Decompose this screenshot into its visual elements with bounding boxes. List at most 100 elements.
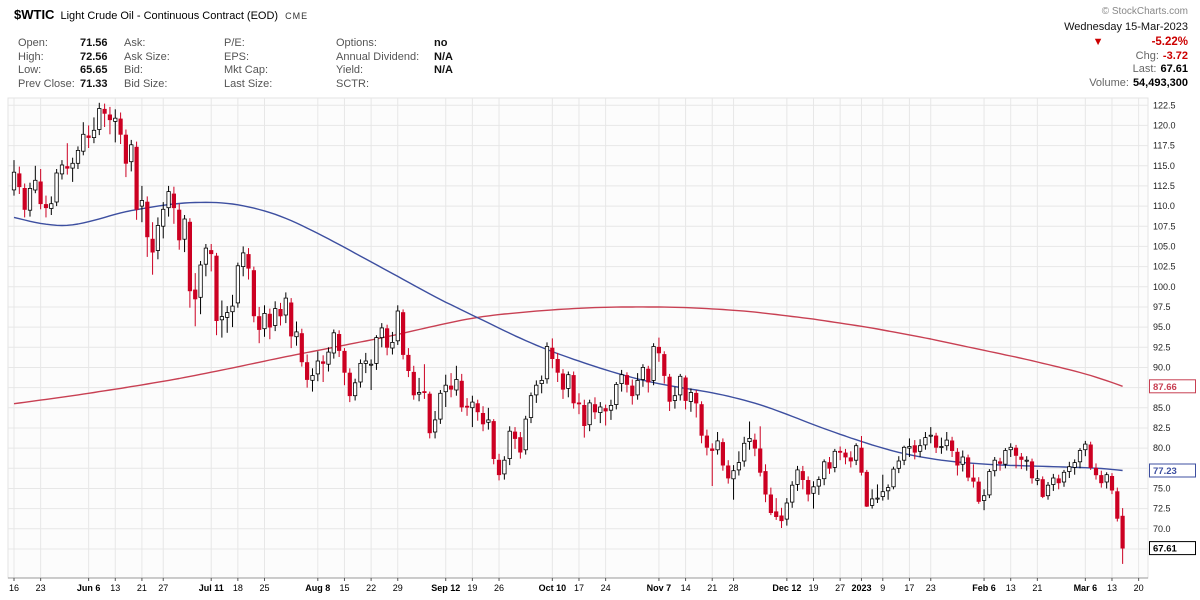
exchange-label: CME — [285, 11, 309, 21]
pe-label: P/E: — [224, 37, 245, 49]
svg-text:13: 13 — [1006, 583, 1016, 593]
svg-text:28: 28 — [729, 583, 739, 593]
options-label: Options: — [336, 37, 377, 49]
svg-text:112.5: 112.5 — [1153, 181, 1175, 191]
svg-text:97.5: 97.5 — [1153, 302, 1171, 312]
svg-text:22: 22 — [366, 583, 376, 593]
svg-text:Sep 12: Sep 12 — [431, 583, 460, 593]
svg-text:20: 20 — [1134, 583, 1144, 593]
svg-text:72.5: 72.5 — [1153, 504, 1171, 514]
svg-text:15: 15 — [339, 583, 349, 593]
svg-text:75.0: 75.0 — [1153, 483, 1171, 493]
ask-label: Ask: — [124, 37, 146, 49]
svg-text:70.0: 70.0 — [1153, 524, 1171, 534]
high-value: 72.56 — [80, 50, 108, 63]
svg-text:110.0: 110.0 — [1153, 201, 1175, 211]
ma50-line — [13, 201, 1123, 472]
prevclose-value: 71.33 — [80, 77, 108, 90]
svg-text:29: 29 — [393, 583, 403, 593]
svg-text:87.66: 87.66 — [1153, 382, 1177, 393]
svg-text:120.0: 120.0 — [1153, 120, 1176, 130]
svg-text:24: 24 — [601, 583, 611, 593]
quote-date: Wednesday 15-Mar-2023 — [1064, 21, 1188, 33]
svg-text:102.5: 102.5 — [1153, 262, 1176, 272]
svg-text:Oct 10: Oct 10 — [539, 583, 567, 593]
svg-text:105.0: 105.0 — [1153, 241, 1176, 251]
svg-text:13: 13 — [1107, 583, 1117, 593]
asksize-label: Ask Size: — [124, 50, 170, 63]
eps-label: EPS: — [224, 50, 250, 63]
mktcap-label: Mkt Cap: — [224, 64, 269, 76]
ma200-line — [13, 306, 1123, 405]
volume-value: 54,493,300 — [1132, 76, 1188, 89]
svg-text:13: 13 — [110, 583, 120, 593]
x-axis: 16 23 Jun 6 13 21 27 Jul 11 18 25 Aug 8 15 22 29 Sep … — [8, 577, 1148, 593]
svg-text:17: 17 — [574, 583, 584, 593]
svg-text:100.0: 100.0 — [1153, 282, 1176, 292]
high-label: High: — [18, 50, 44, 63]
svg-text:Jul 11: Jul 11 — [199, 583, 224, 593]
svg-text:27: 27 — [835, 583, 845, 593]
svg-text:27: 27 — [158, 583, 168, 593]
svg-text:67.61: 67.61 — [1153, 544, 1177, 555]
svg-text:80.0: 80.0 — [1153, 443, 1171, 453]
svg-text:19: 19 — [808, 583, 818, 593]
svg-text:Aug 8: Aug 8 — [305, 583, 330, 593]
svg-text:17: 17 — [904, 583, 914, 593]
bid-label: Bid: — [124, 64, 143, 76]
chg-row: Chg: -3.72 — [1089, 50, 1188, 64]
pct-change: -5.22% — [1151, 36, 1188, 48]
svg-text:25: 25 — [260, 583, 270, 593]
sctr-label: SCTR: — [336, 77, 369, 90]
svg-text:Jun 6: Jun 6 — [77, 583, 101, 593]
prevclose-label: Prev Close: — [18, 77, 75, 90]
svg-text:Nov 7: Nov 7 — [647, 583, 672, 593]
svg-text:23: 23 — [926, 583, 936, 593]
svg-text:85.0: 85.0 — [1153, 403, 1171, 413]
svg-text:23: 23 — [36, 583, 46, 593]
yield-value: N/A — [434, 64, 453, 76]
pct-change-row: ▼ -5.22% — [1089, 36, 1188, 50]
svg-text:26: 26 — [494, 583, 504, 593]
bidsize-label: Bid Size: — [124, 77, 168, 90]
svg-text:19: 19 — [467, 583, 477, 593]
lastsize-label: Last Size: — [224, 77, 273, 90]
svg-text:9: 9 — [880, 583, 885, 593]
svg-text:122.5: 122.5 — [1153, 100, 1176, 110]
svg-text:117.5: 117.5 — [1153, 141, 1175, 151]
quote-panel: Open: 71.56 Ask: P/E: Options: no High: … — [18, 37, 506, 91]
svg-text:92.5: 92.5 — [1153, 342, 1171, 352]
down-triangle-icon: ▼ — [1092, 36, 1104, 49]
volume-row: Volume: 54,493,300 — [1089, 77, 1188, 91]
chart-header: $WTIC Light Crude Oil - Continuous Contra… — [14, 6, 308, 24]
svg-text:14: 14 — [681, 583, 691, 593]
svg-text:82.5: 82.5 — [1153, 423, 1171, 433]
volume-label: Volume: — [1089, 76, 1129, 89]
copyright: © StockCharts.com — [1101, 6, 1188, 17]
svg-text:21: 21 — [137, 583, 147, 593]
svg-text:16: 16 — [9, 583, 19, 593]
ma200-value-tag: 87.66 — [1149, 379, 1196, 394]
open-value: 71.56 — [80, 37, 108, 49]
last-value: 67.61 — [1160, 63, 1188, 75]
chart-title: Light Crude Oil - Continuous Contract (E… — [60, 10, 279, 22]
chg-value: -3.72 — [1162, 49, 1188, 62]
svg-text:2023: 2023 — [851, 583, 871, 593]
svg-text:21: 21 — [1032, 583, 1042, 593]
last-row: Last: 67.61 — [1089, 63, 1188, 77]
low-value: 65.65 — [80, 64, 108, 76]
last-label: Last: — [1132, 63, 1157, 75]
svg-text:Mar 6: Mar 6 — [1074, 583, 1098, 593]
svg-text:107.5: 107.5 — [1153, 221, 1176, 231]
yield-label: Yield: — [336, 64, 364, 76]
svg-text:18: 18 — [233, 583, 243, 593]
open-label: Open: — [18, 37, 48, 49]
candles-layer — [11, 102, 1125, 564]
svg-text:95.0: 95.0 — [1153, 322, 1171, 332]
summary-panel: ▼ -5.22% Chg: -3.72 Last: 67.61 Volume: … — [1089, 36, 1188, 90]
y-axis: 122.5 120.0 117.5 115.0 112.5 110.0 107.5 105.0… — [1153, 100, 1176, 554]
svg-text:Feb 6: Feb 6 — [972, 583, 996, 593]
plot-background — [7, 97, 1149, 579]
symbol: $WTIC — [14, 7, 55, 22]
